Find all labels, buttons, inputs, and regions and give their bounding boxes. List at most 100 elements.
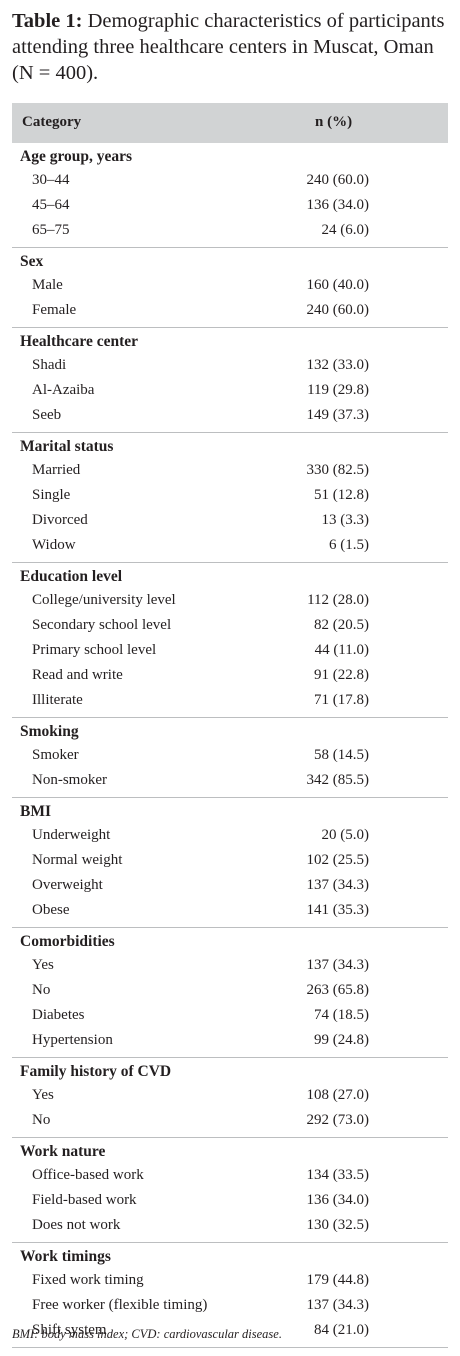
row-label: Non-smoker <box>32 772 107 788</box>
group-title: Comorbidities <box>20 933 115 950</box>
row-value: 91 (22.8) <box>314 667 369 683</box>
row-label: Widow <box>32 537 76 553</box>
row-value: 240 (60.0) <box>306 172 370 188</box>
table-group: Age group, years 30–44 240 (60.0) 45–64 136 … <box>12 143 448 248</box>
group-title: Family history of CVD <box>20 1063 172 1080</box>
row-label: 45–64 <box>32 197 70 213</box>
table-row: Yes 137 (34.3) <box>12 953 448 978</box>
row-label: Read and write <box>32 667 123 683</box>
table-row: Office-based work 134 (33.5) <box>12 1163 448 1188</box>
row-value: 179 (44.8) <box>306 1272 370 1288</box>
table-caption-text: Demographic characteristics of participa… <box>12 10 445 84</box>
row-label: 65–75 <box>32 222 70 238</box>
row-label: Female <box>32 302 77 318</box>
row-label: Field-based work <box>32 1192 137 1208</box>
table-group: Work nature Office-based work 134 (33.5) Fi… <box>12 1138 448 1243</box>
table-row: 30–44 240 (60.0) <box>12 168 448 193</box>
table-row: College/university level 112 (28.0) <box>12 588 448 613</box>
row-value: 137 (34.3) <box>306 957 370 973</box>
table-row: Shift system 84 (21.0) <box>12 1318 448 1343</box>
row-value: 82 (20.5) <box>314 617 369 633</box>
header-category: Category <box>22 114 82 130</box>
row-value: 160 (40.0) <box>306 277 370 293</box>
row-value: 137 (34.3) <box>306 1297 370 1313</box>
table-caption: Table 1: Demographic characteristics of … <box>12 8 452 86</box>
table-row: Female 240 (60.0) <box>12 298 448 323</box>
row-value: 20 (5.0) <box>321 827 370 843</box>
row-value: 44 (11.0) <box>314 642 369 658</box>
row-value: 240 (60.0) <box>306 302 370 318</box>
row-label: Hypertension <box>32 1032 113 1048</box>
row-label: No <box>32 1112 51 1128</box>
group-title: BMI <box>20 803 51 820</box>
row-value: 149 (37.3) <box>306 407 370 423</box>
table-row: Hypertension 99 (24.8) <box>12 1028 448 1053</box>
row-value: 292 (73.0) <box>306 1112 370 1128</box>
table-row: Married 330 (82.5) <box>12 458 448 483</box>
row-value: 136 (34.0) <box>306 197 370 213</box>
row-label: Office-based work <box>32 1167 144 1183</box>
row-label: Obese <box>32 902 70 918</box>
row-label: Normal weight <box>32 852 123 868</box>
row-value: 102 (25.5) <box>306 852 370 868</box>
row-label: Smoker <box>32 747 79 763</box>
row-label: Underweight <box>32 827 111 843</box>
table-row: No 263 (65.8) <box>12 978 448 1003</box>
table-row: Secondary school level 82 (20.5) <box>12 613 448 638</box>
group-title: Marital status <box>20 438 114 455</box>
table-header-row: Category n (%) <box>12 103 448 143</box>
table-row: Al-Azaiba 119 (29.8) <box>12 378 448 403</box>
table-group: Education level College/university level 1… <box>12 563 448 718</box>
table-row: Diabetes 74 (18.5) <box>12 1003 448 1028</box>
table-row: Underweight 20 (5.0) <box>12 823 448 848</box>
table-footnote: BMI: body mass index; CVD: cardiovascula… <box>12 1327 282 1341</box>
row-value: 112 (28.0) <box>307 592 369 608</box>
row-label: Shadi <box>32 357 67 373</box>
row-label: Married <box>32 462 81 478</box>
table-row: 45–64 136 (34.0) <box>12 193 448 218</box>
row-value: 137 (34.3) <box>306 877 370 893</box>
group-title: Work nature <box>20 1143 106 1160</box>
table-row: No 292 (73.0) <box>12 1108 448 1133</box>
row-label: Fixed work timing <box>32 1272 144 1288</box>
row-value: 108 (27.0) <box>306 1087 370 1103</box>
group-title: Healthcare center <box>20 333 139 350</box>
row-value: 119 (29.8) <box>307 382 369 398</box>
row-value: 263 (65.8) <box>306 982 370 998</box>
row-value: 58 (14.5) <box>314 747 369 763</box>
group-title: Work timings <box>20 1248 111 1265</box>
table-body: Age group, years 30–44 240 (60.0) 45–64 136 … <box>12 143 448 1348</box>
table-row: Does not work 130 (32.5) <box>12 1213 448 1238</box>
table-group: Marital status Married 330 (82.5) Single 51 … <box>12 433 448 563</box>
row-value: 74 (18.5) <box>314 1007 369 1023</box>
table-row: Smoker 58 (14.5) <box>12 743 448 768</box>
table-group: Work timings Fixed work timing 179 (44.8) F… <box>12 1243 448 1348</box>
row-value: 24 (6.0) <box>321 222 370 238</box>
table-row: Seeb 149 (37.3) <box>12 403 448 428</box>
demographics-table: Category n (%) Age group, years 30–44 240 … <box>12 103 448 1348</box>
row-value: 330 (82.5) <box>306 462 370 478</box>
table-group: Healthcare center Shadi 132 (33.0) Al-Azaib… <box>12 328 448 433</box>
table-row: Fixed work timing 179 (44.8) <box>12 1268 448 1293</box>
row-label: Shift system <box>32 1322 107 1338</box>
table-row: Male 160 (40.0) <box>12 273 448 298</box>
row-value: 99 (24.8) <box>314 1032 369 1048</box>
row-label: College/university level <box>32 592 176 608</box>
row-value: 130 (32.5) <box>306 1217 370 1233</box>
table-row: Normal weight 102 (25.5) <box>12 848 448 873</box>
row-value: 132 (33.0) <box>306 357 370 373</box>
table-row: Single 51 (12.8) <box>12 483 448 508</box>
row-label: Yes <box>32 1087 54 1103</box>
row-label: Single <box>32 487 71 503</box>
row-label: Secondary school level <box>32 617 172 633</box>
row-value: 141 (35.3) <box>306 902 370 918</box>
row-label: Primary school level <box>32 642 157 658</box>
table-row: Shadi 132 (33.0) <box>12 353 448 378</box>
row-value: 71 (17.8) <box>314 692 369 708</box>
row-value: 342 (85.5) <box>306 772 370 788</box>
row-value: 136 (34.0) <box>306 1192 370 1208</box>
table-group: Smoking Smoker 58 (14.5) Non-smoker 342 (85.… <box>12 718 448 798</box>
header-n-percent: n (%) <box>315 114 353 130</box>
row-label: Free worker (flexible timing) <box>32 1297 208 1313</box>
